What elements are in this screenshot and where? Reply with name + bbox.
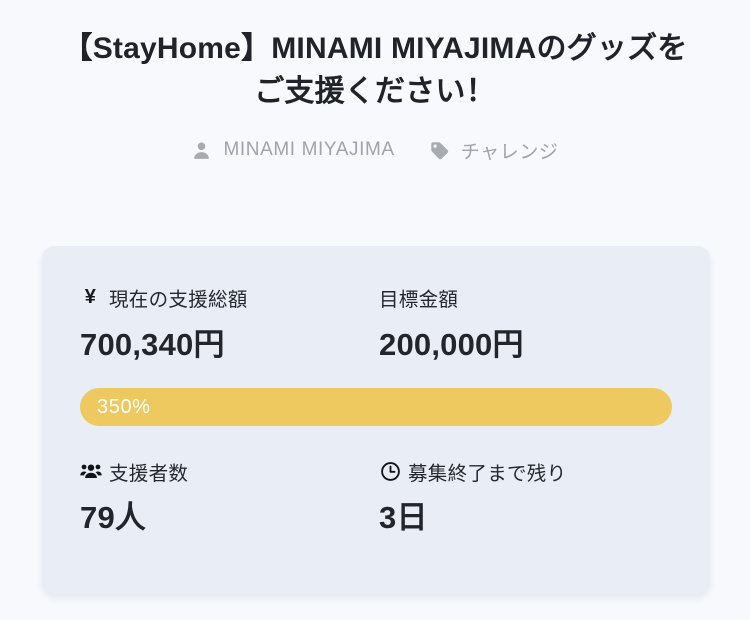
project-category[interactable]: チャレンジ <box>429 137 559 164</box>
goal-amount-value: 200,000円 <box>379 327 524 362</box>
goal-amount-label-row: 目標金額 <box>379 282 672 312</box>
supporters-value: 79人 <box>80 500 147 535</box>
progress-fill: 350% <box>80 388 672 426</box>
project-owner-label: MINAMI MIYAJIMA <box>223 139 395 161</box>
supporter-stats-grid: 支援者数 募集終了まで残り 79人 3日 <box>80 456 672 533</box>
progress-percent-label: 350% <box>97 396 151 418</box>
project-category-label: チャレンジ <box>460 141 559 163</box>
page-title: 【StayHome】MINAMI MIYAJIMAのグッズをご支援ください！ <box>62 32 688 108</box>
supporters-label-row: 支援者数 <box>80 456 379 486</box>
supporters-label: 支援者数 <box>109 462 189 485</box>
project-meta-row: MINAMI MIYAJIMA チャレンジ <box>0 135 750 165</box>
amount-stats-grid: ¥ 現在の支援総額 目標金額 700,340円 200,000円 <box>80 282 672 360</box>
current-amount-label-row: ¥ 現在の支援総額 <box>80 282 379 312</box>
days-left-label: 募集終了まで残り <box>408 462 567 485</box>
goal-amount-label: 目標金額 <box>379 288 459 311</box>
days-left-value: 3日 <box>379 500 428 535</box>
project-owner[interactable]: MINAMI MIYAJIMA <box>191 139 394 161</box>
current-amount-label: 現在の支援総額 <box>109 288 248 311</box>
days-left-label-row: 募集終了まで残り <box>379 456 672 486</box>
clock-icon <box>379 460 401 482</box>
users-icon <box>80 460 102 482</box>
tag-icon <box>429 140 450 161</box>
current-amount-value: 700,340円 <box>80 327 225 362</box>
yen-icon: ¥ <box>84 286 97 308</box>
funding-stats-card: ¥ 現在の支援総額 目標金額 700,340円 200,000円 350% <box>42 246 710 594</box>
funding-progress-bar: 350% <box>80 388 672 426</box>
person-icon <box>191 140 212 161</box>
